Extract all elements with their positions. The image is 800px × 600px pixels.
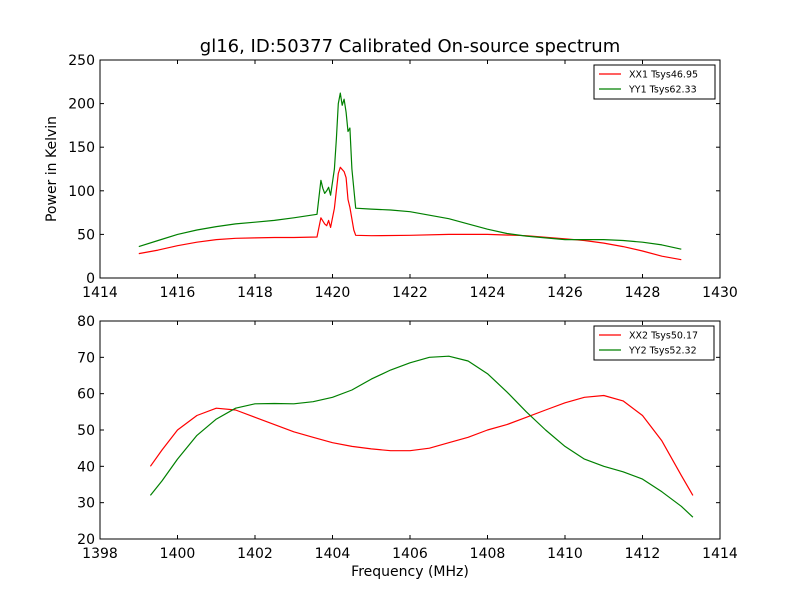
bottom-y-tick-label: 80 (77, 314, 95, 330)
bottom-x-tick-label: 1408 (470, 546, 506, 562)
top-x-tick-label: 1430 (702, 285, 738, 301)
bottom-x-tick-label: 1410 (547, 546, 583, 562)
top-x-tick-label: 1422 (392, 285, 428, 301)
bottom-x-axis-label: Frequency (MHz) (351, 564, 469, 580)
bottom-series-line-2 (149, 355, 694, 518)
top-legend-box (593, 64, 716, 100)
bottom-x-tick-label: 1406 (392, 546, 428, 562)
bottom-y-tick-label: 40 (77, 459, 95, 475)
top-legend-label-2: YY1 Tsys62.33 (628, 85, 697, 96)
top-x-tick-label: 1426 (547, 285, 583, 301)
top-y-tick-label: 100 (68, 184, 95, 200)
bottom-legend-box (593, 325, 715, 361)
bottom-x-tick-label: 1400 (160, 546, 196, 562)
bottom-x-tick-label: 1402 (237, 546, 273, 562)
bottom-x-tick-label: 1404 (315, 546, 351, 562)
top-x-tick-label: 1416 (160, 285, 196, 301)
top-x-tick-label: 1424 (470, 285, 506, 301)
bottom-plot-area: 1398 1400 1402 1404 1406 1408 1410 1412 1414 20 30… (77, 314, 738, 562)
top-y-tick-label: 0 (86, 271, 95, 287)
bottom-x-tick-label: 1414 (702, 546, 738, 562)
bottom-panel: Frequency (MHz) 1398 1400 1402 1404 1406 1408… (77, 314, 738, 580)
bottom-y-tick-label: 70 (77, 350, 95, 366)
bottom-x-tick-label: 1412 (625, 546, 661, 562)
top-y-tick-label: 250 (68, 53, 95, 69)
bottom-legend-label-2: YY2 Tsys52.32 (628, 346, 697, 357)
top-y-axis-label: Power in Kelvin (44, 116, 60, 222)
bottom-y-tick-label: 30 (77, 496, 95, 512)
top-x-tick-label: 1418 (237, 285, 273, 301)
top-x-tick-label: 1414 (82, 285, 118, 301)
top-x-tick-label: 1428 (625, 285, 661, 301)
bottom-y-tick-label: 50 (77, 423, 95, 439)
bottom-y-tick-label: 20 (77, 532, 95, 548)
bottom-y-tick-label: 60 (77, 387, 95, 403)
figure-title: gl16, ID:50377 Calibrated On-source spec… (200, 36, 620, 57)
top-series-line-2 (138, 92, 682, 250)
top-panel: Power in Kelvin 1414 1416 1418 1420 1422 1424… (44, 53, 738, 301)
top-legend-label-1: XX1 Tsys46.95 (629, 70, 698, 81)
bottom-x-tick-label: 1398 (82, 546, 118, 562)
top-y-tick-label: 200 (68, 97, 95, 113)
top-plot-area: 1414 1416 1418 1420 1422 1424 1426 1428 1430 0 50 1… (68, 53, 738, 301)
bottom-legend-label-1: XX2 Tsys50.17 (629, 331, 698, 342)
top-y-tick-label: 150 (68, 140, 95, 156)
top-y-tick-label: 50 (77, 227, 95, 243)
top-x-tick-label: 1420 (315, 285, 351, 301)
